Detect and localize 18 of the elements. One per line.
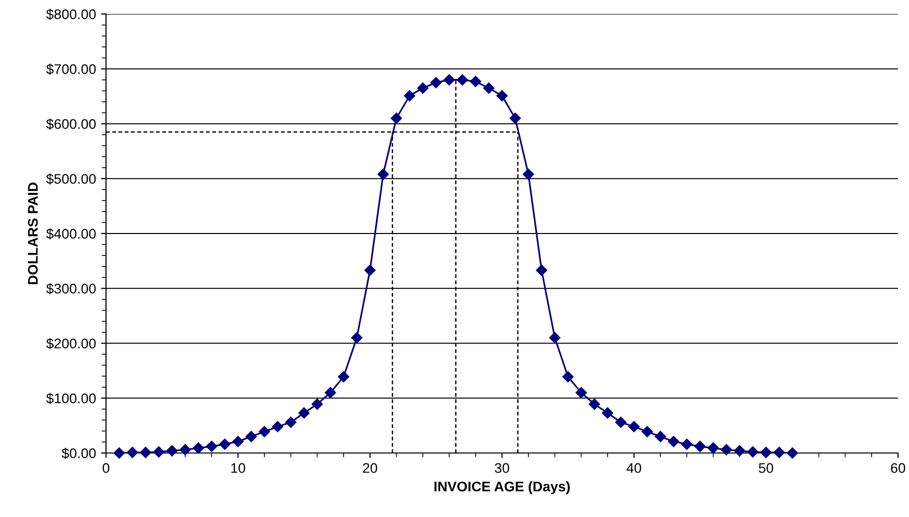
x-tick-label: 0 [102,463,110,473]
y-tick-label: $400.00 [46,228,96,240]
y-tick-label: $0.00 [62,448,96,459]
y-tick-label: $800.00 [46,8,96,20]
y-axis-title: DOLLARS PAID [28,182,38,284]
x-axis-title: INVOICE AGE (Days) [434,481,570,494]
y-tick-label: $500.00 [46,173,96,185]
x-tick-label: 30 [494,463,510,473]
x-tick-label: 50 [758,463,774,473]
y-tick-label: $200.00 [46,338,96,350]
x-tick-label: 60 [890,463,906,473]
x-tick-label: 10 [231,463,246,473]
y-tick-label: $100.00 [46,392,96,404]
x-tick-label: 20 [362,463,378,473]
y-tick-label: $700.00 [46,64,96,75]
y-tick-label: $300.00 [46,283,96,294]
x-tick-label: 40 [626,463,642,473]
y-tick-label: $600.00 [46,118,96,130]
